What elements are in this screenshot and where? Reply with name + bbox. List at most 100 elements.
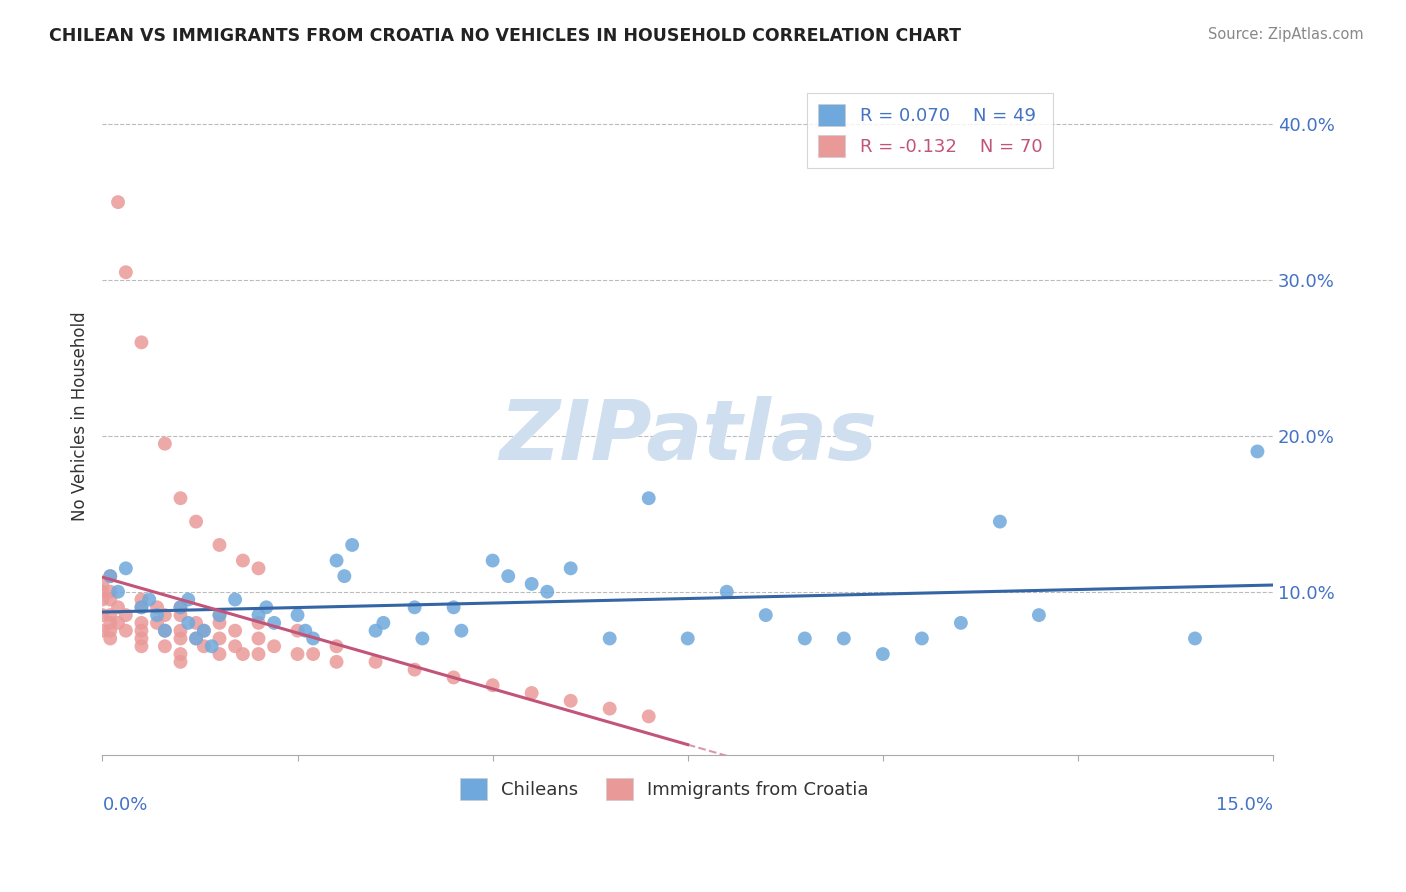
Point: [169, 491, 191, 506]
Point: [107, 600, 129, 615]
Point: [287, 647, 309, 661]
Point: [599, 632, 621, 646]
Point: [404, 600, 426, 615]
Point: [208, 647, 231, 661]
Point: [793, 632, 815, 646]
Point: [153, 624, 176, 638]
Point: [115, 608, 138, 623]
Point: [247, 561, 270, 575]
Point: [91, 592, 114, 607]
Point: [91, 584, 114, 599]
Point: [325, 640, 347, 654]
Point: [169, 647, 191, 661]
Point: [169, 632, 191, 646]
Point: [287, 608, 309, 623]
Point: [153, 624, 176, 638]
Point: [193, 640, 215, 654]
Legend: Chileans, Immigrants from Croatia: Chileans, Immigrants from Croatia: [453, 771, 876, 807]
Point: [247, 608, 270, 623]
Point: [404, 663, 426, 677]
Point: [208, 608, 231, 623]
Point: [131, 592, 153, 607]
Point: [131, 335, 153, 350]
Point: [98, 569, 121, 583]
Point: [599, 701, 621, 715]
Point: [107, 615, 129, 630]
Point: [637, 491, 659, 506]
Point: [450, 624, 472, 638]
Point: [560, 561, 582, 575]
Point: [208, 608, 231, 623]
Point: [1246, 444, 1268, 458]
Point: [232, 647, 254, 661]
Point: [131, 624, 153, 638]
Point: [676, 632, 699, 646]
Point: [184, 632, 207, 646]
Point: [496, 569, 519, 583]
Point: [146, 600, 169, 615]
Point: [91, 577, 114, 591]
Point: [169, 600, 191, 615]
Text: 15.0%: 15.0%: [1216, 796, 1272, 814]
Point: [294, 624, 316, 638]
Point: [98, 584, 121, 599]
Point: [949, 615, 972, 630]
Point: [98, 608, 121, 623]
Point: [146, 608, 169, 623]
Text: ZIPatlas: ZIPatlas: [499, 396, 877, 477]
Point: [131, 600, 153, 615]
Point: [224, 592, 246, 607]
Point: [716, 584, 738, 599]
Point: [169, 624, 191, 638]
Point: [411, 632, 433, 646]
Point: [536, 584, 558, 599]
Point: [481, 678, 503, 692]
Point: [224, 640, 246, 654]
Point: [169, 608, 191, 623]
Point: [138, 592, 160, 607]
Text: CHILEAN VS IMMIGRANTS FROM CROATIA NO VEHICLES IN HOUSEHOLD CORRELATION CHART: CHILEAN VS IMMIGRANTS FROM CROATIA NO VE…: [49, 27, 962, 45]
Point: [98, 592, 121, 607]
Point: [91, 624, 114, 638]
Point: [911, 632, 934, 646]
Point: [208, 538, 231, 552]
Point: [98, 615, 121, 630]
Point: [443, 600, 465, 615]
Point: [193, 624, 215, 638]
Point: [224, 624, 246, 638]
Point: [481, 553, 503, 567]
Point: [247, 647, 270, 661]
Point: [153, 608, 176, 623]
Point: [184, 515, 207, 529]
Point: [254, 600, 277, 615]
Point: [131, 615, 153, 630]
Point: [153, 436, 176, 450]
Point: [755, 608, 778, 623]
Point: [1028, 608, 1050, 623]
Point: [560, 694, 582, 708]
Point: [443, 670, 465, 684]
Point: [373, 615, 395, 630]
Text: 0.0%: 0.0%: [103, 796, 148, 814]
Point: [520, 577, 543, 591]
Text: Source: ZipAtlas.com: Source: ZipAtlas.com: [1208, 27, 1364, 42]
Point: [302, 647, 325, 661]
Point: [98, 624, 121, 638]
Point: [131, 640, 153, 654]
Point: [169, 600, 191, 615]
Point: [115, 561, 138, 575]
Point: [98, 632, 121, 646]
Point: [208, 632, 231, 646]
Point: [247, 615, 270, 630]
Point: [107, 584, 129, 599]
Point: [364, 655, 387, 669]
Point: [177, 592, 200, 607]
Point: [107, 195, 129, 210]
Point: [247, 632, 270, 646]
Point: [98, 569, 121, 583]
Point: [287, 624, 309, 638]
Point: [263, 615, 285, 630]
Point: [115, 265, 138, 279]
Point: [325, 655, 347, 669]
Point: [115, 624, 138, 638]
